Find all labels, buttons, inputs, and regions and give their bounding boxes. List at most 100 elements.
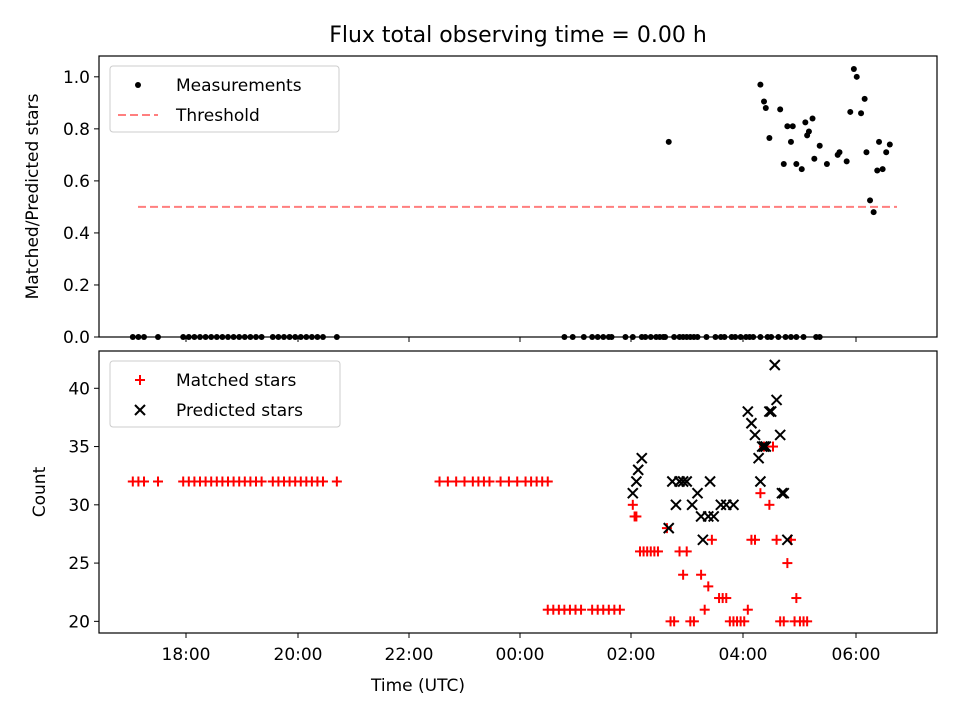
matched-star-point bbox=[767, 441, 778, 452]
measurement-point bbox=[853, 73, 860, 80]
matched-star-point bbox=[681, 546, 692, 557]
legend: Measurements Threshold bbox=[109, 65, 340, 133]
matched-star-point bbox=[669, 616, 680, 627]
x-tick-label: 22:00 bbox=[385, 645, 434, 665]
matched-star-point bbox=[703, 581, 714, 592]
predicted-star-point bbox=[760, 440, 772, 453]
legend-label: Measurements bbox=[176, 76, 302, 96]
measurement-point bbox=[761, 98, 767, 105]
measurement-point bbox=[789, 123, 796, 130]
count-panel: 20 25 30 35 40 18:00 20:00 22:00 00:00 02:00 04:00… bbox=[30, 350, 938, 696]
y-tick-label: 35 bbox=[68, 438, 90, 458]
x-tick-label: 00:00 bbox=[496, 645, 545, 665]
matched-star-point bbox=[742, 604, 753, 615]
matched-star-point bbox=[782, 558, 793, 569]
y-tick-label: 0.8 bbox=[63, 120, 90, 140]
measurement-point bbox=[858, 110, 865, 117]
y-axis-label: Matched/Predicted stars bbox=[23, 93, 43, 299]
predicted-star-point bbox=[778, 487, 790, 499]
predicted-star-point bbox=[774, 429, 786, 441]
matched-star-point bbox=[706, 534, 717, 545]
predicted-star-point bbox=[630, 475, 643, 488]
matched-star-point bbox=[256, 476, 267, 487]
predicted-star-point bbox=[681, 475, 693, 488]
y-tick-label: 20 bbox=[68, 612, 90, 632]
predicted-star-point bbox=[704, 475, 716, 488]
y-tick-label: 25 bbox=[68, 554, 90, 574]
matched-star-point bbox=[661, 523, 672, 534]
measurement-point bbox=[665, 138, 672, 145]
predicted-star-point bbox=[627, 487, 639, 499]
plot-frame bbox=[98, 55, 938, 338]
measurement-point bbox=[879, 166, 886, 173]
y-tick-label: 30 bbox=[68, 496, 90, 516]
legend-label: Matched stars bbox=[176, 371, 296, 391]
predicted-star-point bbox=[781, 534, 794, 546]
matched-star-point bbox=[764, 499, 775, 510]
matched-star-point bbox=[699, 604, 710, 615]
y-tick-label: 0.4 bbox=[63, 224, 90, 244]
measurement-point bbox=[867, 197, 874, 204]
measurement-point bbox=[805, 128, 812, 135]
legend-label: Predicted stars bbox=[176, 401, 303, 421]
predicted-star-point bbox=[770, 394, 783, 406]
matched-star-point bbox=[614, 604, 625, 615]
predicted-star-point bbox=[749, 429, 761, 441]
matched-star-point bbox=[721, 593, 732, 604]
predicted-star-point bbox=[686, 499, 698, 511]
matched-star-point bbox=[652, 546, 663, 557]
y-tick-label: 0.2 bbox=[63, 276, 90, 296]
predicted-star-point bbox=[636, 452, 648, 464]
predicted-star-point bbox=[677, 475, 689, 488]
x-tick-label: 06:00 bbox=[832, 645, 881, 665]
measurement-point bbox=[811, 155, 818, 162]
predicted-star-point bbox=[697, 534, 709, 546]
predicted-star-point bbox=[765, 405, 777, 418]
predicted-star-point bbox=[752, 452, 765, 464]
x-tick-label: 02:00 bbox=[607, 645, 656, 665]
matched-star-point bbox=[678, 569, 689, 580]
predicted-star-point bbox=[776, 487, 788, 499]
predicted-star-point bbox=[670, 499, 682, 511]
measurement-point bbox=[850, 66, 857, 73]
matched-star-point bbox=[317, 476, 328, 487]
matched-star-point bbox=[627, 499, 638, 510]
matched-star-point bbox=[576, 604, 587, 615]
measurement-point bbox=[870, 209, 877, 216]
measurement-point bbox=[863, 149, 870, 156]
plot-frame bbox=[98, 350, 938, 634]
y-tick-label: 0.0 bbox=[63, 328, 90, 348]
matched-star-point bbox=[802, 616, 813, 627]
y-tick-label: 1.0 bbox=[63, 68, 90, 88]
predicted-star-point bbox=[691, 487, 704, 499]
predicted-star-point bbox=[769, 359, 781, 371]
measurement-point bbox=[798, 166, 805, 173]
x-tick-label: 18:00 bbox=[162, 645, 211, 665]
legend-measurement-swatch bbox=[135, 82, 141, 88]
measurement-point bbox=[780, 160, 787, 167]
matched-star-point bbox=[631, 511, 642, 522]
matched-star-point bbox=[739, 616, 750, 627]
predicted-star-point bbox=[756, 440, 768, 453]
measurement-point bbox=[886, 141, 893, 148]
measurement-point bbox=[876, 138, 883, 145]
measurement-point bbox=[766, 134, 773, 141]
x-tick-label: 20:00 bbox=[274, 645, 323, 665]
predicted-star-point bbox=[758, 440, 770, 453]
predicted-star-point bbox=[663, 522, 675, 534]
measurement-point bbox=[802, 119, 809, 126]
predicted-star-point bbox=[754, 475, 767, 488]
measurement-point bbox=[816, 142, 823, 149]
matched-star-point bbox=[139, 476, 149, 487]
measurement-point bbox=[793, 160, 800, 167]
measurement-point bbox=[847, 108, 854, 115]
predicted-star-point bbox=[745, 417, 758, 429]
measurement-point bbox=[823, 160, 830, 167]
measurement-point bbox=[883, 149, 890, 156]
measurement-point bbox=[757, 81, 764, 88]
measurement-point bbox=[787, 138, 794, 145]
matched-star-point bbox=[153, 476, 163, 487]
matched-star-point bbox=[771, 534, 782, 545]
matched-star-point bbox=[778, 616, 789, 627]
